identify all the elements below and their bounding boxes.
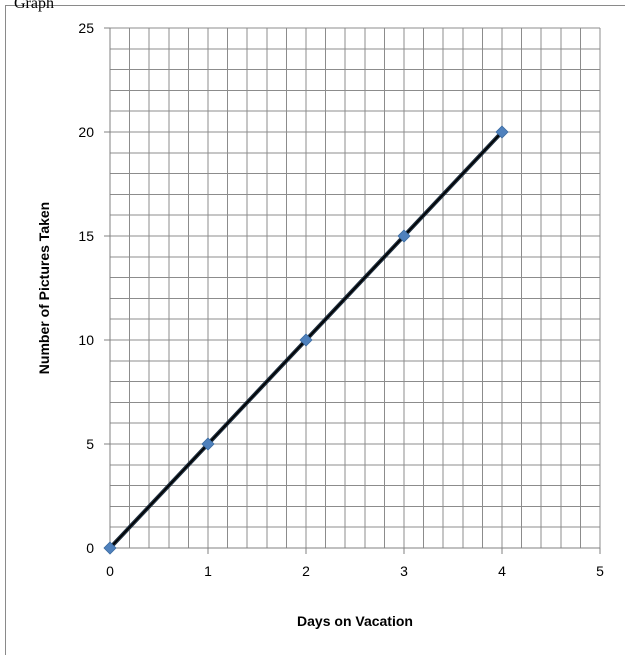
y-tick-label: 20 [78,124,94,140]
y-tick-label: 10 [78,332,94,348]
x-tick-label: 1 [204,563,212,579]
data-point-marker [201,437,215,451]
x-tick-label: 5 [596,563,604,579]
chart-axes [104,27,601,554]
x-axis-title: Days on Vacation [297,613,413,629]
x-tick-label: 3 [400,563,408,579]
x-tick-label: 2 [302,563,310,579]
chart-markers [103,125,509,555]
chart-labels: 0 1 2 3 4 5 0 5 10 15 20 25 [78,20,604,579]
top-text: Graph [14,0,54,12]
y-tick-label: 0 [86,540,94,556]
y-axis-title: Number of Pictures Taken [36,202,52,374]
y-tick-label: 5 [86,436,94,452]
x-tick-label: 4 [498,563,506,579]
chart-frame: Graph [5,0,625,655]
data-point-marker [495,125,509,139]
chart-grid [109,27,601,549]
y-tick-label: 15 [78,228,94,244]
x-tick-label: 0 [106,563,114,579]
data-point-marker [299,333,313,347]
data-point-marker [103,541,117,555]
data-point-marker [397,229,411,243]
y-tick-label: 25 [78,20,94,36]
